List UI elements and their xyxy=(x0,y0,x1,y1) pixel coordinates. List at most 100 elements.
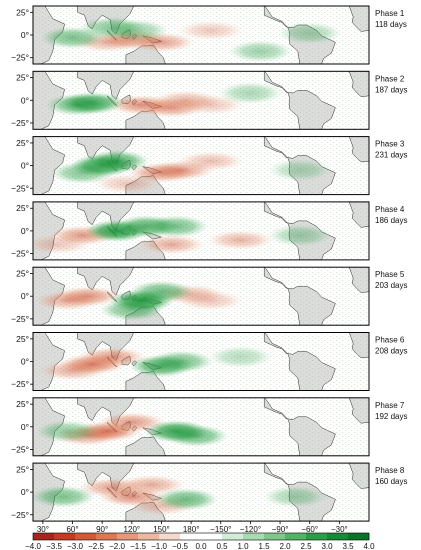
x-tick-label: −120° xyxy=(240,525,261,534)
phase-label: Phase 1 xyxy=(375,9,405,18)
dry-anomaly-region xyxy=(137,234,206,255)
colorbar-bin xyxy=(117,533,139,540)
colorbar-label: 2.5 xyxy=(300,542,312,550)
colorbar-label: 2.0 xyxy=(279,542,291,550)
x-tick-label: −150° xyxy=(210,525,231,534)
colorbar-label: 1.0 xyxy=(237,542,249,550)
phase-label: Phase 5 xyxy=(375,270,405,279)
y-tick-label: 0° xyxy=(21,291,29,301)
y-tick-label: −25° xyxy=(11,53,29,63)
panel-content xyxy=(33,6,369,64)
colorbar-label: −1.0 xyxy=(151,542,167,550)
wet-anomaly-region xyxy=(218,82,283,105)
y-tick-label: 0° xyxy=(21,95,29,105)
y-tick-label: 0° xyxy=(21,226,29,236)
colorbar-bin xyxy=(348,533,370,540)
dry-anomaly-region xyxy=(176,151,245,172)
y-tick-label: −25° xyxy=(11,379,29,389)
y-tick-label: −25° xyxy=(11,314,29,324)
y-tick-label: 0° xyxy=(21,487,29,497)
wet-anomaly-region xyxy=(154,488,219,511)
y-tick-label: 0° xyxy=(21,357,29,367)
y-tick-label: 25° xyxy=(16,203,29,213)
x-tick-label: 60° xyxy=(66,525,78,534)
phase-days: 187 days xyxy=(375,85,407,94)
dry-anomaly-region xyxy=(176,20,245,41)
wet-anomaly-region xyxy=(262,485,327,508)
wet-anomaly-region xyxy=(104,19,169,42)
panel-content xyxy=(33,332,369,391)
colorbar-bin xyxy=(264,533,286,540)
colorbar-label: −2.5 xyxy=(88,542,104,550)
colorbar-bin xyxy=(159,533,181,540)
colorbar-bin xyxy=(33,533,55,540)
map-panel: 25° 0° −25° Phase 3 231 days xyxy=(11,136,407,196)
wet-anomaly-region xyxy=(267,159,332,182)
colorbar-label: 3.5 xyxy=(342,542,354,550)
y-tick-label: −25° xyxy=(11,183,29,193)
colorbar-label: 0.5 xyxy=(216,542,228,550)
phase-days: 208 days xyxy=(375,347,407,356)
y-tick-label: 25° xyxy=(16,464,29,474)
colorbar-label: −0.5 xyxy=(172,542,188,550)
colorbar-bin xyxy=(327,533,349,540)
colorbar-label: 0.0 xyxy=(195,542,207,550)
colorbar-label: −3.0 xyxy=(67,542,83,550)
dry-anomaly-region xyxy=(206,229,275,250)
x-tick-label: 120° xyxy=(124,525,141,534)
wet-anomaly-region xyxy=(228,40,293,63)
colorbar-label: −2.0 xyxy=(109,542,125,550)
panel-content xyxy=(33,201,369,260)
colorbar-frame xyxy=(32,532,370,541)
phase-days: 160 days xyxy=(375,477,407,486)
dry-anomaly-region xyxy=(38,360,107,381)
phase-label: Phase 2 xyxy=(375,74,405,83)
map-panel: 25° 0° −25° Phase 5 203 days xyxy=(11,266,407,326)
colorbar-bin xyxy=(75,533,97,540)
y-tick-label: −25° xyxy=(11,118,29,128)
panel-content xyxy=(33,267,369,326)
map-panel: 25° 0° −25° Phase 7 192 days xyxy=(11,397,407,457)
wet-anomaly-region xyxy=(144,215,209,238)
phase-days: 186 days xyxy=(375,216,407,225)
x-tick-label: −30° xyxy=(331,525,348,534)
y-tick-label: 25° xyxy=(16,73,29,83)
colorbar-bin xyxy=(222,533,244,540)
dry-anomaly-region xyxy=(33,290,102,311)
phase-label: Phase 4 xyxy=(375,205,405,214)
panels-layer: 25° 0° −25° Phase 1 118 days 25° 0° −25° Phase 2… xyxy=(11,5,407,522)
colorbar: −4.0 −3.5 −3.0 −2.5 −2.0 −1.5 −1.0 −0.5 0.0 0.5 1.… xyxy=(25,532,375,550)
y-tick-label: −25° xyxy=(11,510,29,520)
x-tick-label: 90° xyxy=(96,525,108,534)
phase-label: Phase 3 xyxy=(375,140,405,149)
y-tick-label: −25° xyxy=(11,249,29,259)
colorbar-label: 4.0 xyxy=(363,542,375,550)
wet-anomaly-region xyxy=(35,420,100,443)
y-tick-label: 25° xyxy=(16,399,29,409)
wet-anomaly-region xyxy=(99,298,164,321)
y-tick-label: 0° xyxy=(21,422,29,432)
y-tick-label: 25° xyxy=(16,138,29,148)
colorbar-bin xyxy=(54,533,76,540)
colorbar-label: −1.5 xyxy=(130,542,146,550)
phase-label: Phase 6 xyxy=(375,336,405,345)
wet-anomaly-region xyxy=(129,280,194,303)
colorbar-label: −3.5 xyxy=(46,542,62,550)
wet-anomaly-region xyxy=(33,485,95,508)
colorbar-bin xyxy=(201,533,223,540)
phase-days: 192 days xyxy=(375,412,407,421)
colorbar-label: 1.5 xyxy=(258,542,270,550)
wet-anomaly-region xyxy=(45,93,110,116)
dry-anomaly-region xyxy=(92,173,161,194)
dry-anomaly-region xyxy=(117,474,186,495)
map-panel: 25° 0° −25° Phase 2 187 days xyxy=(11,70,407,130)
colorbar-label: −4.0 xyxy=(25,542,41,550)
x-tick-label: −90° xyxy=(272,525,289,534)
phase-label: Phase 8 xyxy=(375,466,405,475)
wet-anomaly-region xyxy=(277,22,342,45)
y-tick-label: 25° xyxy=(16,269,29,279)
y-tick-label: 0° xyxy=(21,161,29,171)
y-tick-label: −25° xyxy=(11,444,29,454)
y-tick-label: 25° xyxy=(16,7,29,17)
